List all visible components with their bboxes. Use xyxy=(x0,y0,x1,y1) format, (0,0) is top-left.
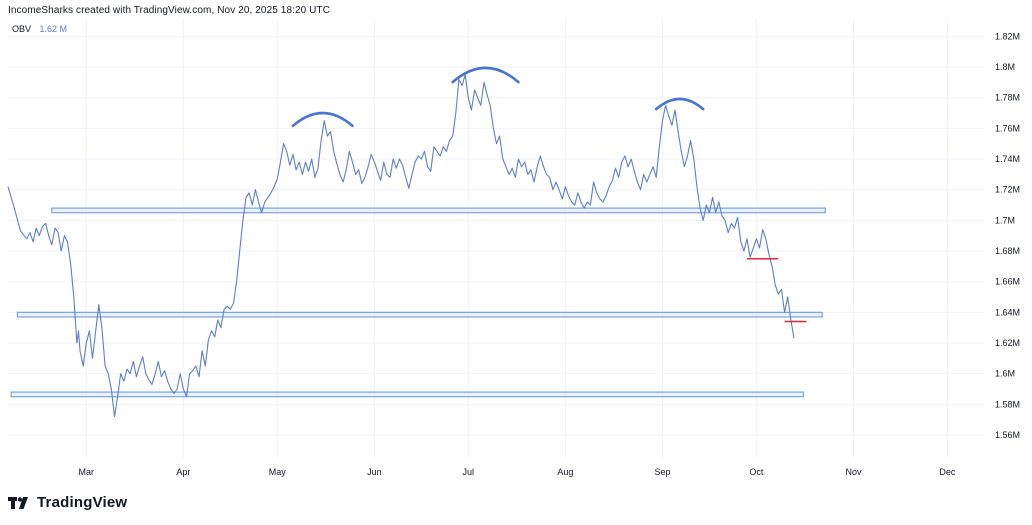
series-layer xyxy=(7,74,795,418)
x-tick-label: Aug xyxy=(557,467,573,477)
y-tick-label: 1.6M xyxy=(995,369,1015,379)
tradingview-logo-text: TradingView xyxy=(37,494,128,511)
support-zone[interactable] xyxy=(51,207,826,214)
y-tick-label: 1.74M xyxy=(995,154,1020,164)
peak-arc[interactable] xyxy=(451,66,520,84)
chart-header: IncomeSharks created with TradingView.co… xyxy=(8,5,331,16)
y-tick-label: 1.56M xyxy=(995,430,1020,440)
tradingview-logo[interactable]: TradingView xyxy=(8,494,127,511)
y-tick-label: 1.66M xyxy=(995,277,1020,287)
x-tick-label: Nov xyxy=(845,467,862,477)
y-tick-label: 1.7M xyxy=(995,215,1015,225)
x-tick-label: Dec xyxy=(939,467,956,477)
y-tick-label: 1.58M xyxy=(995,399,1020,409)
support-zone[interactable] xyxy=(16,311,823,318)
x-tick-label: Sep xyxy=(654,467,670,477)
x-tick-label: Apr xyxy=(176,467,190,477)
y-tick-label: 1.62M xyxy=(995,338,1020,348)
legend-value: 1.62 M xyxy=(39,24,68,34)
x-axis[interactable]: Mar Apr May Jun Jul Aug Sep Oct Nov Dec xyxy=(79,467,956,477)
support-zone[interactable] xyxy=(10,391,804,398)
y-tick-label: 1.68M xyxy=(995,246,1020,256)
y-tick-label: 1.76M xyxy=(995,123,1020,133)
support-zones xyxy=(10,207,826,398)
x-tick-label: Mar xyxy=(79,467,95,477)
x-tick-label: Jun xyxy=(367,467,382,477)
y-axis[interactable]: 1.56M 1.58M 1.6M 1.62M 1.64M 1.66M 1.68M 1.7M 1.… xyxy=(995,31,1020,440)
peak-arc[interactable] xyxy=(654,97,705,111)
y-tick-label: 1.78M xyxy=(995,93,1020,103)
peak-arc[interactable] xyxy=(291,111,354,128)
y-tick-label: 1.64M xyxy=(995,307,1020,317)
x-tick-label: Oct xyxy=(749,467,764,477)
y-tick-label: 1.72M xyxy=(995,185,1020,195)
y-tick-label: 1.8M xyxy=(995,62,1015,72)
x-tick-label: May xyxy=(269,467,287,477)
x-tick-label: Jul xyxy=(463,467,475,477)
legend-name: OBV xyxy=(12,24,32,34)
annotations xyxy=(291,66,807,323)
y-tick-label: 1.82M xyxy=(995,31,1020,41)
indicator-legend[interactable]: OBV 1.62 M xyxy=(12,24,67,34)
tradingview-logo-icon xyxy=(8,496,28,509)
obv-line[interactable] xyxy=(7,74,795,418)
